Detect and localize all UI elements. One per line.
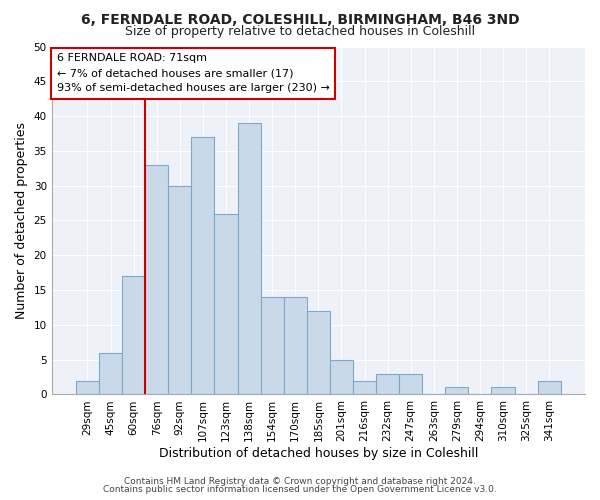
Bar [399, 374, 422, 394]
Bar [445, 388, 469, 394]
Bar [307, 311, 330, 394]
Bar [76, 380, 99, 394]
Bar [284, 297, 307, 394]
X-axis label: Distribution of detached houses by size in Coleshill: Distribution of detached houses by size … [158, 447, 478, 460]
Y-axis label: Number of detached properties: Number of detached properties [15, 122, 28, 319]
Text: Contains public sector information licensed under the Open Government Licence v3: Contains public sector information licen… [103, 485, 497, 494]
Bar [238, 123, 260, 394]
Bar [145, 165, 168, 394]
Bar [491, 388, 515, 394]
Text: Size of property relative to detached houses in Coleshill: Size of property relative to detached ho… [125, 25, 475, 38]
Bar [353, 380, 376, 394]
Bar [122, 276, 145, 394]
Bar [260, 297, 284, 394]
Text: Contains HM Land Registry data © Crown copyright and database right 2024.: Contains HM Land Registry data © Crown c… [124, 477, 476, 486]
Bar [330, 360, 353, 394]
Text: 6 FERNDALE ROAD: 71sqm
← 7% of detached houses are smaller (17)
93% of semi-deta: 6 FERNDALE ROAD: 71sqm ← 7% of detached … [57, 54, 330, 93]
Bar [214, 214, 238, 394]
Text: 6, FERNDALE ROAD, COLESHILL, BIRMINGHAM, B46 3ND: 6, FERNDALE ROAD, COLESHILL, BIRMINGHAM,… [80, 12, 520, 26]
Bar [191, 137, 214, 394]
Bar [99, 352, 122, 395]
Bar [538, 380, 561, 394]
Bar [168, 186, 191, 394]
Bar [376, 374, 399, 394]
